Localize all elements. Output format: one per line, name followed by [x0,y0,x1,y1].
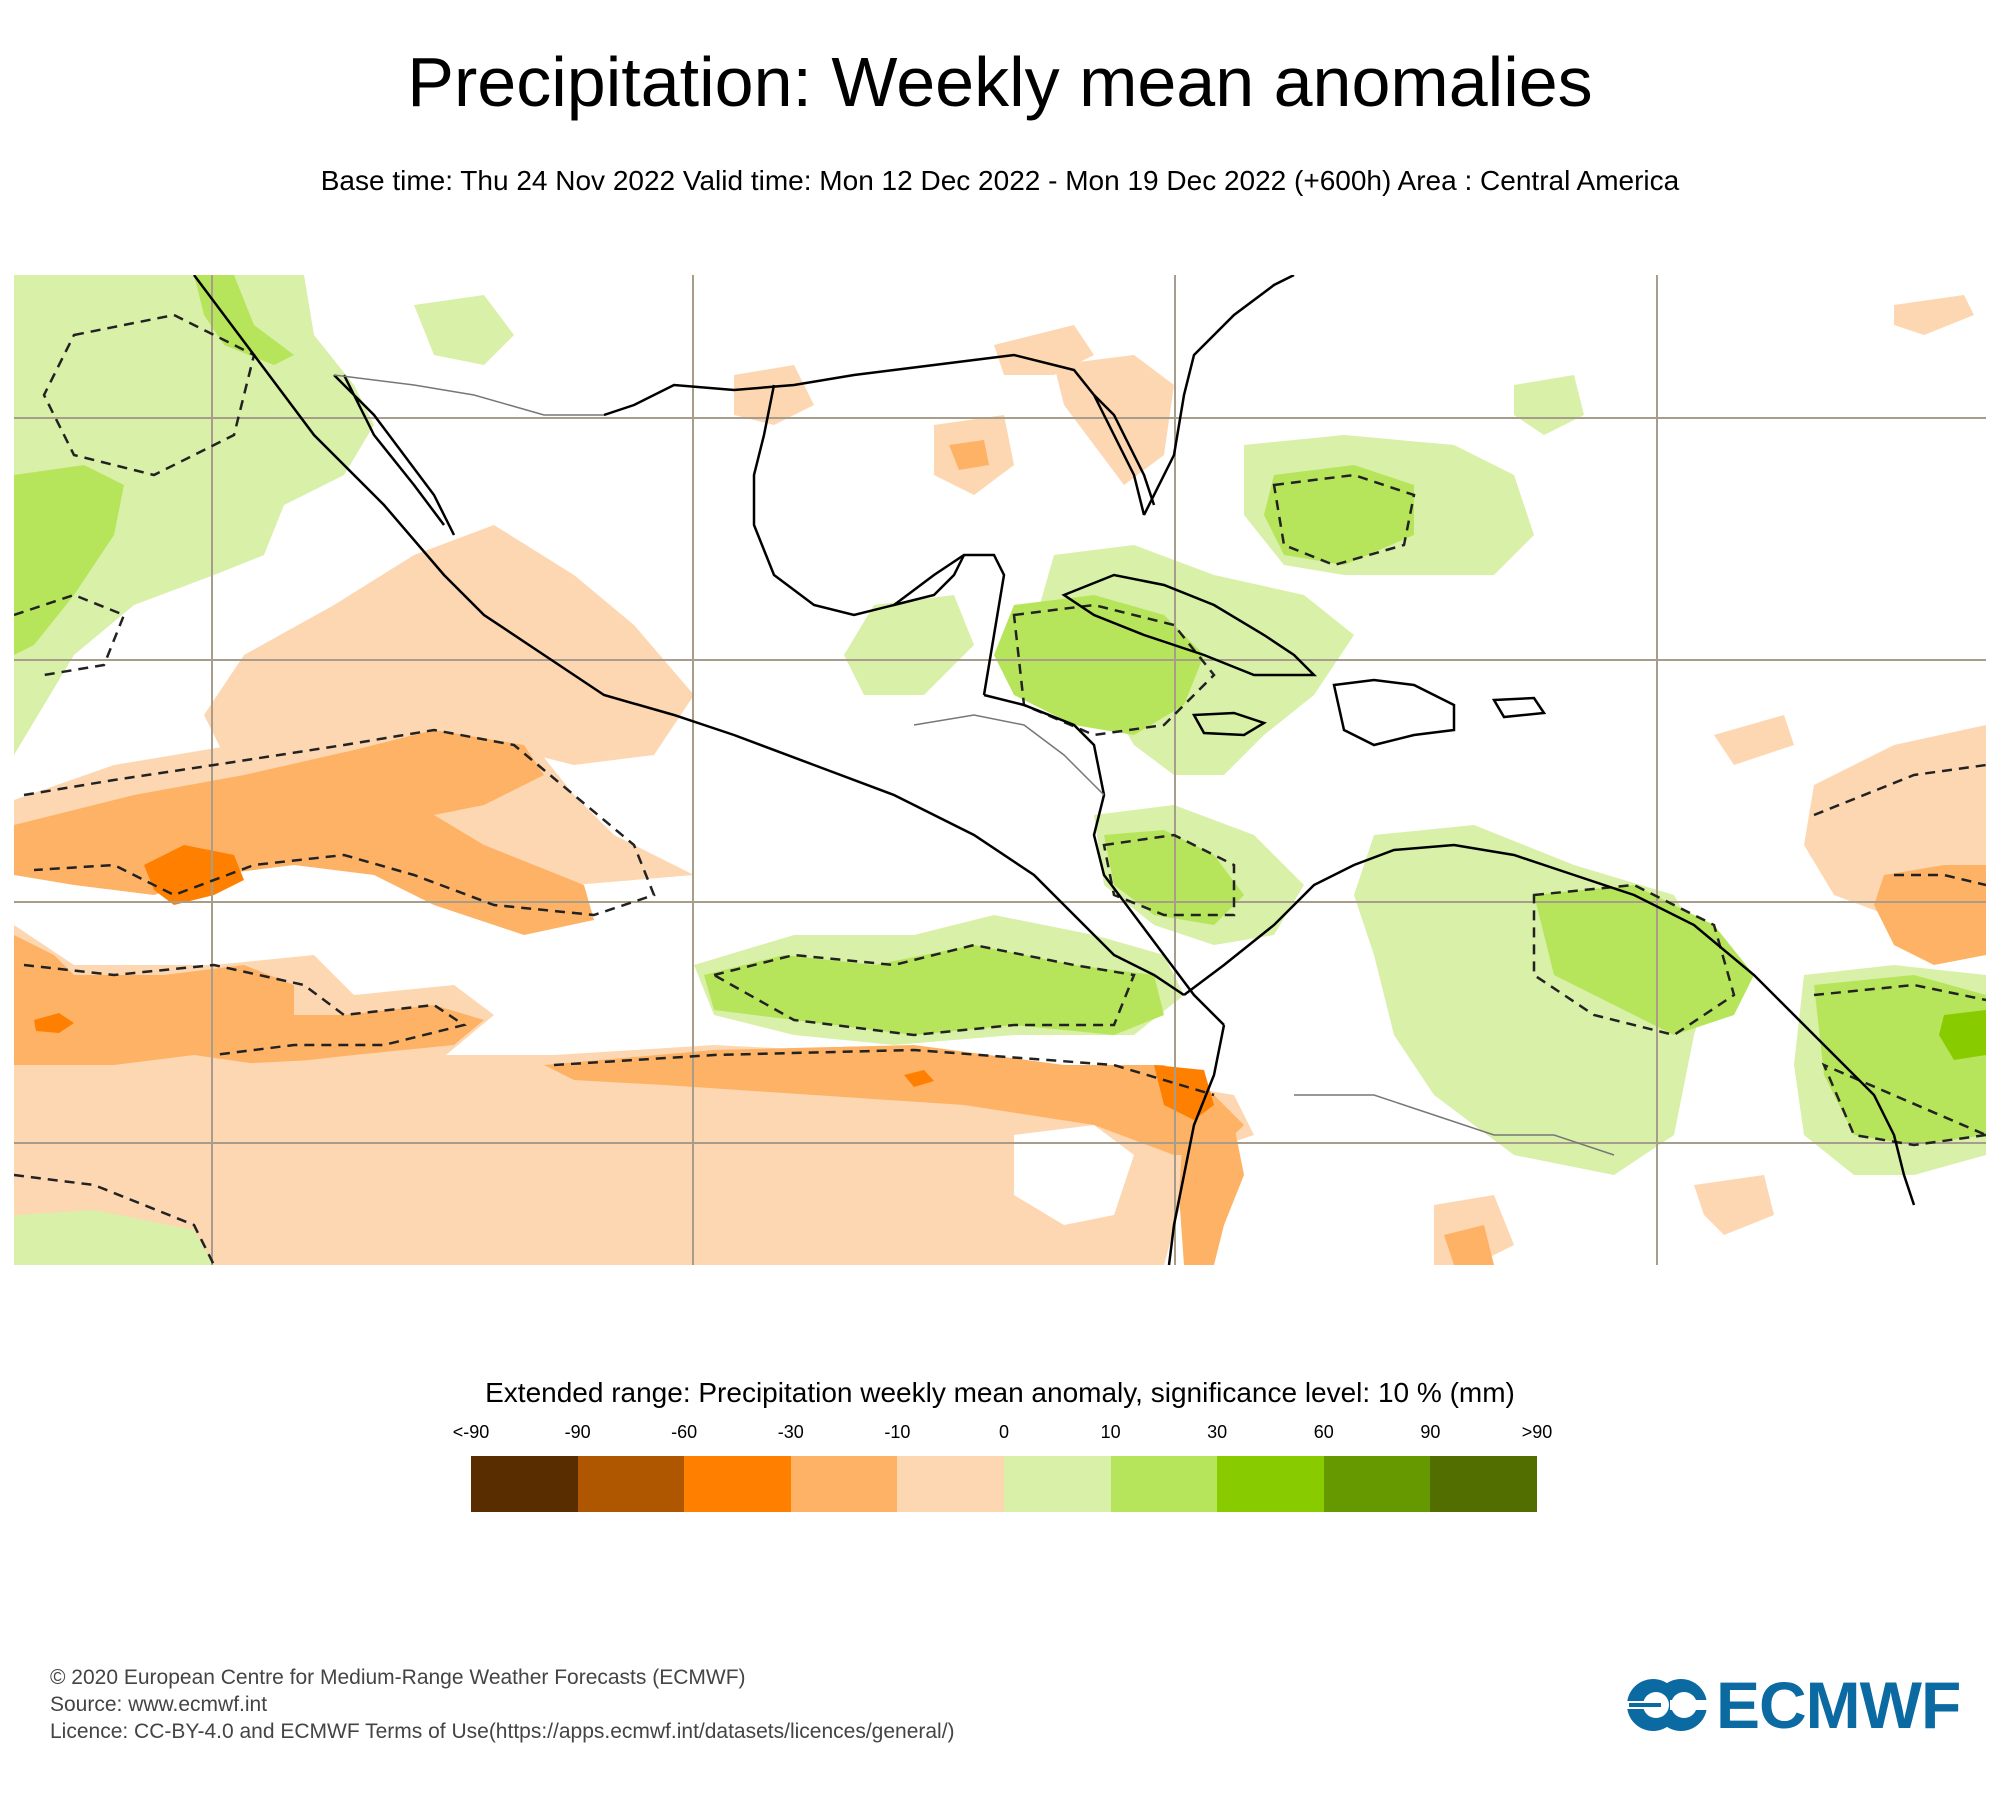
legend-tick-label: <-90 [452,1422,490,1442]
anomaly-region-pos-light [844,595,974,695]
legend-swatch [1003,1456,1111,1512]
coastline-gulf-mexico-west [752,384,966,617]
legend-tick-label: 60 [1313,1422,1334,1442]
significance-contour [1813,763,1986,887]
copyright-text: © 2020 European Centre for Medium-Range … [50,1666,746,1689]
coastline-central-america [983,693,1225,1026]
coastline-south-america [1183,843,1916,1206]
anomaly-region-neg-light [1714,715,1794,765]
coastline-puerto-rico [1491,696,1547,719]
anomaly-region-pos-medium [1814,975,1986,1145]
graticule [14,275,1986,1265]
legend-swatch [471,1456,578,1512]
anomaly-region-neg-light [1894,295,1974,335]
significance-contour [553,1048,1215,1097]
legend-tick-label: 0 [998,1422,1010,1442]
anomaly-region-neg-medium [1444,1225,1494,1265]
anomaly-region-pos-medium [194,275,294,365]
anomaly-region-pos-medium [994,595,1204,735]
logo-text: ECMWF [1716,1668,1961,1742]
anomaly-region-neg-medium [1874,865,1986,965]
legend-tick-label: -10 [884,1422,911,1442]
legend-tick-label: -30 [777,1422,804,1442]
chart-title: Precipitation: Weekly mean anomalies [407,43,1593,121]
source-text: Source: www.ecmwf.int [50,1693,268,1716]
anomaly-region-neg-medium [949,440,989,470]
anomaly-region-pos-medium [1264,465,1414,565]
anomaly-region-pos-medium [704,945,1164,1035]
legend-title: Extended range: Precipitation weekly mea… [485,1377,1515,1408]
legend-tick-label: 30 [1207,1422,1228,1442]
legend-labels: <-90 -90 -60 -30 -10 0 10 30 60 90 >90 [453,1422,1553,1446]
anomaly-region-pos-strong [1939,1010,1986,1060]
anomaly-region-neg-strong [904,1070,934,1087]
coastline-baja [333,374,456,536]
significance-contour [1102,833,1236,917]
legend-swatch [1323,1456,1431,1512]
legend-swatch [1430,1456,1537,1512]
anomaly-region-neg-light [204,525,694,775]
coastline-yucatan [893,553,1006,696]
coastline-jamaica [1191,711,1267,737]
legend-swatch [1110,1456,1218,1512]
significance-contour [23,728,656,917]
coastline-hispaniola [1332,678,1456,747]
legend-swatch [684,1456,791,1512]
significance-contour [14,1173,216,1265]
coastline-gulf [603,275,1295,516]
legend-tick-label: >90 [1521,1422,1553,1442]
anomaly-region-pos-light [414,295,514,365]
significance-contour [42,313,256,477]
anomaly-region-neg-strong [34,1013,74,1033]
coastlines [193,275,1916,1265]
no-anomaly-region [1014,1125,1134,1225]
precipitation-anomaly-map [14,275,1986,1265]
licence-text: Licence: CC-BY-4.0 and ECMWF Terms of Us… [50,1720,955,1743]
significance-contour [710,943,1136,1037]
anomaly-region-neg-medium [1179,1115,1244,1265]
legend-tick-label: 10 [1100,1422,1121,1442]
anomaly-region-neg-light [994,325,1094,375]
color-scale-bar [471,1456,1537,1512]
significance-contour [1272,473,1416,567]
border-us-mexico [333,374,604,416]
footer: © 2020 European Centre for Medium-Range … [50,1664,955,1745]
coastline-pacific [193,275,1185,997]
border-central-america [913,714,1105,796]
anomaly-region-pos-light [14,1210,214,1265]
anomaly-region-neg-strong [1154,1065,1214,1120]
significance-contour [23,963,468,1057]
significance-contour [1532,883,1736,1037]
anomaly-region-neg-strong [144,845,244,905]
ecmwf-logo: ECMWF [1626,1668,1961,1742]
coastline-cuba [1061,573,1318,677]
legend-swatch [577,1456,685,1512]
anomaly-region-neg-light [1694,1175,1774,1235]
legend-swatch [897,1456,1004,1512]
anomaly-region-neg-medium [14,935,484,1065]
chart-subtitle: Base time: Thu 24 Nov 2022 Valid time: M… [320,165,1680,196]
coastline-florida [1093,394,1156,506]
anomaly-region-pos-medium [1534,885,1754,1035]
anomaly-region-neg-light [734,365,814,425]
significance-contour [14,593,126,677]
coastline-south-america-pacific [1167,1024,1226,1265]
anomaly-region-pos-light [1514,375,1584,435]
legend-swatch [790,1456,898,1512]
anomaly-region-neg-medium [544,1045,1244,1155]
border-south-america [1294,1094,1615,1156]
country-borders [333,374,1615,1156]
legend-tick-label: -60 [671,1422,698,1442]
ecmwf-emblem-icon [1626,1679,1708,1731]
anomaly-region-neg-light [1054,355,1174,485]
legend-tick-label: 90 [1420,1422,1441,1442]
anomaly-region-pos-medium [14,465,124,655]
legend-swatch [1217,1456,1324,1512]
legend-tick-label: -90 [564,1422,591,1442]
